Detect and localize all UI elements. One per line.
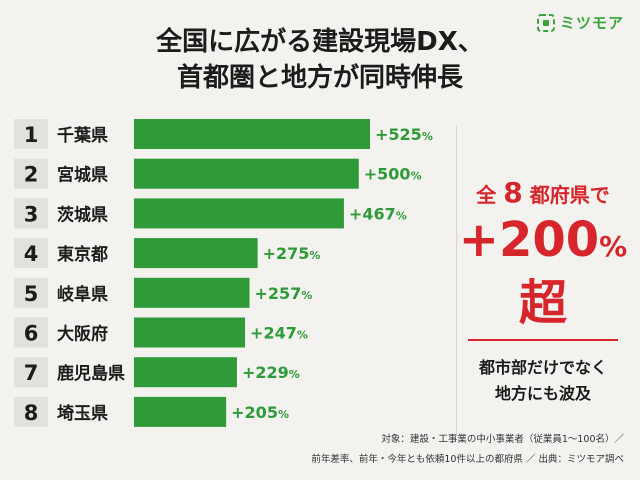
value-number: +257 bbox=[255, 284, 302, 303]
callout-sub-1: 都市部だけでなく bbox=[478, 358, 607, 377]
rank-box bbox=[14, 198, 48, 229]
title-line-2: 首都圏と地方が同時伸長 bbox=[176, 63, 463, 93]
rank-box bbox=[14, 158, 48, 189]
value-label: +247% bbox=[250, 324, 308, 343]
divider bbox=[456, 125, 457, 435]
value-unit: % bbox=[297, 329, 308, 342]
value-unit: % bbox=[301, 289, 312, 302]
value-label: +257% bbox=[255, 284, 313, 303]
bar bbox=[134, 119, 370, 149]
bar bbox=[134, 396, 227, 427]
callout-line2-post: 超 bbox=[518, 275, 567, 331]
bar bbox=[134, 198, 344, 229]
rank-box bbox=[14, 238, 48, 269]
category-label: 大阪府 bbox=[57, 324, 108, 345]
category-label: 千葉県 bbox=[57, 125, 108, 146]
footnote-2: 前年差率、前年・今年とも依頼10件以上の都府県 ／ 出典：ミツモア調べ bbox=[311, 454, 624, 465]
value-label: +275% bbox=[263, 244, 321, 263]
value-unit: % bbox=[289, 368, 300, 381]
value-unit: % bbox=[278, 408, 289, 421]
callout-line2-num: +200 bbox=[458, 212, 600, 268]
callout-line1-post: 都府県で bbox=[529, 183, 610, 207]
rank-box bbox=[14, 357, 48, 388]
callout-line2-pct: % bbox=[599, 230, 628, 263]
rank-label: 1 bbox=[24, 123, 39, 147]
value-number: +229 bbox=[242, 363, 289, 382]
rank-box bbox=[14, 317, 48, 348]
category-label: 埼玉県 bbox=[57, 403, 108, 424]
callout-line-2: +200% 超 bbox=[458, 212, 628, 331]
brand-logo: ミツモア bbox=[536, 12, 624, 33]
rank-label: 2 bbox=[24, 163, 39, 187]
value-number: +500 bbox=[364, 165, 411, 184]
summary-callout: 全 8 都府県で +200% 超 都市部だけでなく 地方にも波及 bbox=[458, 178, 628, 407]
bar bbox=[134, 158, 359, 189]
category-label: 東京都 bbox=[57, 244, 108, 265]
callout-line1-pre: 全 bbox=[476, 183, 497, 207]
bar bbox=[134, 238, 258, 269]
value-label: +500% bbox=[364, 165, 422, 184]
rank-label: 8 bbox=[24, 401, 39, 425]
value-unit: % bbox=[411, 170, 422, 183]
page-title: 全国に広がる建設現場DX、 首都圏と地方が同時伸長 bbox=[0, 24, 640, 96]
rank-box bbox=[14, 277, 48, 308]
value-number: +467 bbox=[349, 204, 396, 223]
value-label: +205% bbox=[231, 403, 289, 422]
callout-sub-2: 地方にも波及 bbox=[494, 384, 591, 403]
rank-label: 3 bbox=[24, 202, 39, 226]
bar bbox=[134, 357, 237, 388]
value-label: +525% bbox=[375, 125, 433, 144]
value-number: +525 bbox=[375, 125, 422, 144]
category-label: 岐阜県 bbox=[57, 284, 108, 305]
category-label: 鹿児島県 bbox=[57, 363, 125, 384]
value-number: +205 bbox=[231, 403, 278, 422]
value-unit: % bbox=[309, 249, 320, 262]
rank-label: 4 bbox=[24, 242, 39, 266]
category-label: 茨城県 bbox=[57, 204, 108, 225]
value-unit: % bbox=[396, 209, 407, 222]
brand-mark-icon bbox=[536, 13, 555, 32]
title-line-1: 全国に広がる建設現場DX、 bbox=[156, 27, 484, 57]
value-number: +247 bbox=[250, 324, 297, 343]
bar bbox=[134, 317, 246, 348]
rank-box bbox=[14, 119, 48, 149]
value-unit: % bbox=[422, 130, 433, 143]
value-label: +229% bbox=[242, 363, 300, 382]
value-label: +467% bbox=[349, 204, 407, 223]
rank-label: 5 bbox=[24, 282, 39, 306]
bar bbox=[134, 277, 250, 308]
footnote-1: 対象：建設・工事業の中小事業者（従業員1〜100名）／ bbox=[381, 434, 624, 445]
callout-line1-num: 8 bbox=[503, 176, 523, 209]
category-label: 宮城県 bbox=[57, 165, 108, 186]
value-number: +275 bbox=[263, 244, 310, 263]
rank-box bbox=[14, 396, 48, 427]
callout-rule bbox=[468, 339, 618, 341]
rank-label: 6 bbox=[24, 322, 39, 346]
rank-label: 7 bbox=[24, 361, 39, 385]
callout-line-1: 全 8 都府県で bbox=[458, 178, 628, 210]
brand-name: ミツモア bbox=[559, 14, 624, 32]
